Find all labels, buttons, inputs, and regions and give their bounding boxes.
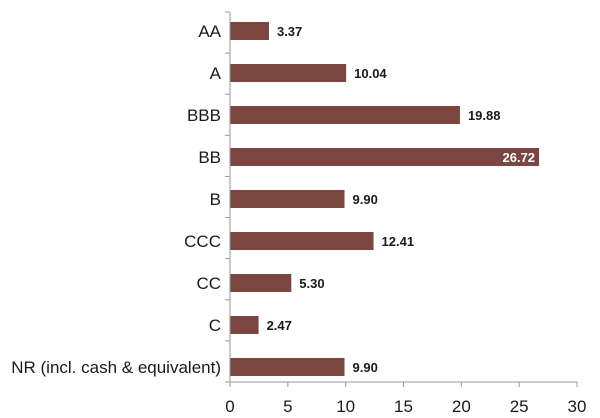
x-tick-label: 5 xyxy=(283,397,292,416)
value-label: 2.47 xyxy=(267,318,292,333)
category-label: BBB xyxy=(187,106,221,125)
category-label: BB xyxy=(198,148,221,167)
value-label: 9.90 xyxy=(353,360,378,375)
category-label: A xyxy=(210,64,222,83)
bar xyxy=(230,64,347,82)
value-label: 12.41 xyxy=(382,234,415,249)
x-tick-label: 0 xyxy=(225,397,234,416)
value-labels: 3.37 10.04 19.88 26.72 9.90 12.41 5.30 2.47 9.90 xyxy=(267,24,535,375)
value-label: 9.90 xyxy=(353,192,378,207)
bar xyxy=(230,358,345,376)
category-label: CCC xyxy=(184,232,221,251)
x-tick-label: 10 xyxy=(336,397,355,416)
value-label: 26.72 xyxy=(503,150,536,165)
bar xyxy=(230,22,269,40)
bar xyxy=(230,190,345,208)
value-label: 19.88 xyxy=(468,108,501,123)
x-axis-ticks: 0 5 10 15 20 25 30 xyxy=(225,382,586,416)
category-label: AA xyxy=(198,22,221,41)
category-label: B xyxy=(210,190,221,209)
x-tick-label: 20 xyxy=(452,397,471,416)
bar xyxy=(230,148,540,166)
bar xyxy=(230,274,292,292)
x-tick-label: 25 xyxy=(510,397,529,416)
category-label: C xyxy=(209,316,221,335)
x-tick-label: 15 xyxy=(394,397,413,416)
bar xyxy=(230,232,374,250)
x-tick-label: 30 xyxy=(568,397,587,416)
bars-group xyxy=(230,22,540,376)
value-label: 5.30 xyxy=(299,276,324,291)
value-label: 10.04 xyxy=(354,66,387,81)
value-label: 3.37 xyxy=(277,24,302,39)
bar xyxy=(230,316,259,334)
bar xyxy=(230,106,460,124)
category-label: NR (incl. cash & equivalent) xyxy=(11,358,221,377)
category-label: CC xyxy=(196,274,221,293)
